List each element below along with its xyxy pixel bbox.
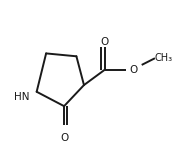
Text: O: O [60,133,68,143]
Text: O: O [101,37,109,47]
Text: HN: HN [14,91,29,102]
Text: O: O [129,65,138,75]
Text: CH₃: CH₃ [155,53,173,63]
